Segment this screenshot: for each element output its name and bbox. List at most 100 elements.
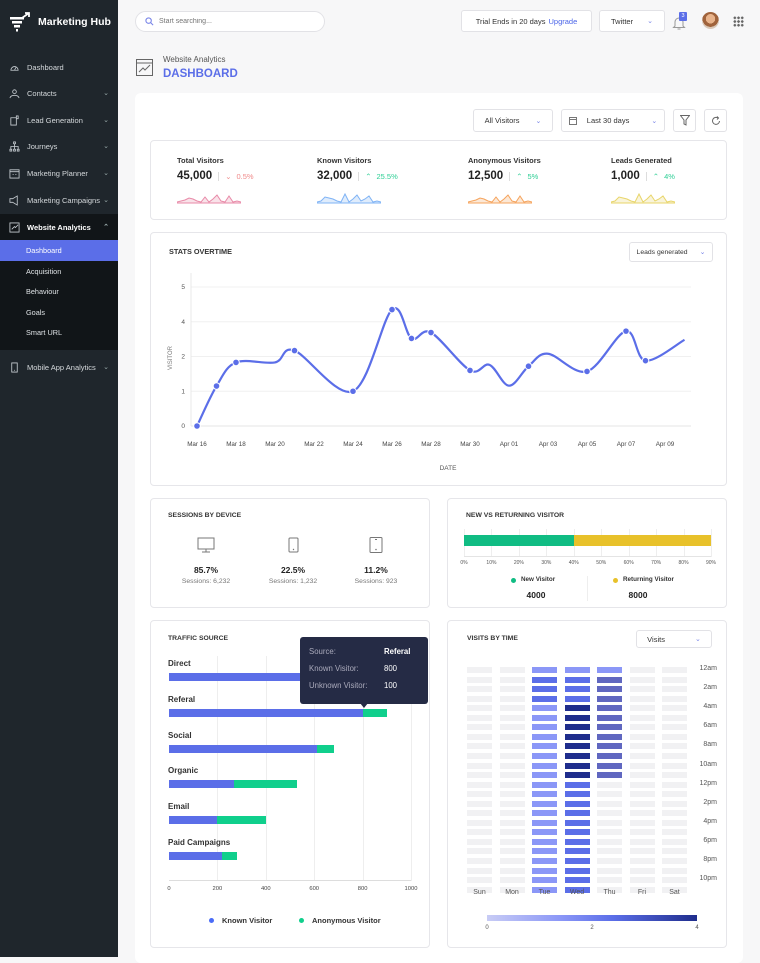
heatmap-cell[interactable] <box>499 791 525 798</box>
heatmap-cell[interactable] <box>467 752 492 759</box>
bar-segment-known-visitor[interactable] <box>169 673 375 681</box>
heatmap-cell[interactable] <box>564 877 590 884</box>
notifications-button[interactable]: 3 <box>672 12 688 30</box>
heatmap-cell[interactable] <box>532 781 557 788</box>
sidebar-item-contacts[interactable]: Contacts ⌄ <box>0 80 118 106</box>
heatmap-cell[interactable] <box>532 686 557 693</box>
heatmap-cell[interactable] <box>662 724 687 731</box>
heatmap-cell[interactable] <box>629 886 655 893</box>
heatmap-cell[interactable] <box>467 743 492 750</box>
heatmap-cell[interactable] <box>499 667 525 673</box>
heatmap-cell[interactable] <box>467 858 492 864</box>
sidebar-subitem-acquisition[interactable]: Acquisition <box>26 266 62 276</box>
sidebar-item-journeys[interactable]: Journeys ⌄ <box>0 133 118 159</box>
heatmap-cell[interactable] <box>564 762 590 769</box>
heatmap-cell[interactable] <box>629 676 655 683</box>
heatmap-cell[interactable] <box>499 724 525 731</box>
heatmap-cell[interactable] <box>629 686 655 693</box>
bar-segment-anonymous-visitor[interactable] <box>316 744 334 753</box>
heatmap-cell[interactable] <box>467 772 492 779</box>
heatmap-cell[interactable] <box>662 838 687 845</box>
heatmap-cell[interactable] <box>564 810 590 817</box>
heatmap-cell[interactable] <box>597 772 622 779</box>
heatmap-cell[interactable] <box>564 791 590 798</box>
sidebar-subitem-goals[interactable]: Goals <box>26 307 46 317</box>
heatmap-cell[interactable] <box>499 867 525 874</box>
visitors-filter[interactable]: All Visitors ⌄ <box>473 109 553 132</box>
avatar[interactable] <box>702 12 719 29</box>
heatmap-cell[interactable] <box>662 819 687 826</box>
heatmap-cell[interactable] <box>467 695 492 702</box>
heatmap-cell[interactable] <box>532 772 557 779</box>
heatmap-cell[interactable] <box>629 810 655 817</box>
heatmap-cell[interactable] <box>564 838 590 845</box>
metric-select[interactable]: Leads generated ⌄ <box>629 242 713 262</box>
heatmap-cell[interactable] <box>662 762 687 769</box>
heatmap-cell[interactable] <box>662 867 687 874</box>
heatmap-cell[interactable] <box>564 829 590 836</box>
bar-segment-anonymous-visitor[interactable] <box>362 708 387 717</box>
heatmap-cell[interactable] <box>467 781 492 788</box>
heatmap-cell[interactable] <box>467 848 492 855</box>
heatmap-cell[interactable] <box>564 714 590 721</box>
heatmap-cell[interactable] <box>499 838 525 845</box>
data-point[interactable] <box>193 422 201 430</box>
heatmap-cell[interactable] <box>662 877 687 884</box>
heatmap-cell[interactable] <box>629 752 655 759</box>
heatmap-cell[interactable] <box>629 800 655 807</box>
heatmap-cell[interactable] <box>467 724 492 731</box>
heatmap-cell[interactable] <box>564 858 590 864</box>
heatmap-cell[interactable] <box>499 695 525 702</box>
heatmap-cell[interactable] <box>662 848 687 855</box>
heatmap-cell[interactable] <box>467 733 492 740</box>
heatmap-cell[interactable] <box>532 752 557 759</box>
heatmap-cell[interactable] <box>532 829 557 836</box>
heatmap-cell[interactable] <box>499 858 525 864</box>
heatmap-cell[interactable] <box>597 752 622 759</box>
heatmap-cell[interactable] <box>597 791 622 798</box>
heatmap-cell[interactable] <box>467 819 492 826</box>
heatmap-cell[interactable] <box>532 762 557 769</box>
heatmap-cell[interactable] <box>532 819 557 826</box>
heatmap-cell[interactable] <box>629 772 655 779</box>
heatmap-cell[interactable] <box>629 791 655 798</box>
heatmap-cell[interactable] <box>532 724 557 731</box>
heatmap-cell[interactable] <box>532 695 557 702</box>
data-point[interactable] <box>641 356 650 365</box>
data-point[interactable] <box>583 367 591 376</box>
heatmap-cell[interactable] <box>597 858 622 864</box>
heatmap-cell[interactable] <box>499 829 525 836</box>
sidebar-subitem-smart-url[interactable]: Smart URL <box>26 328 63 337</box>
heatmap-cell[interactable] <box>467 686 492 693</box>
heatmap-cell[interactable] <box>597 733 622 740</box>
heatmap-cell[interactable] <box>532 676 557 683</box>
sidebar-item-website-analytics[interactable]: Website Analytics ⌃ <box>0 214 118 240</box>
heatmap-cell[interactable] <box>564 772 590 779</box>
heatmap-cell[interactable] <box>564 695 590 702</box>
heatmap-cell[interactable] <box>499 810 525 817</box>
heatmap-cell[interactable] <box>597 848 622 855</box>
data-point[interactable] <box>349 387 357 396</box>
heatmap-cell[interactable] <box>597 877 622 884</box>
heatmap-cell[interactable] <box>597 762 622 769</box>
data-point[interactable] <box>622 327 630 335</box>
heatmap-cell[interactable] <box>629 858 655 864</box>
heatmap-cell[interactable] <box>662 800 687 807</box>
heatmap-cell[interactable] <box>629 714 655 721</box>
heatmap-cell[interactable] <box>662 886 687 893</box>
heatmap-cell[interactable] <box>629 838 655 845</box>
heatmap-cell[interactable] <box>564 886 590 893</box>
heatmap-cell[interactable] <box>467 877 492 884</box>
data-point[interactable] <box>407 334 416 343</box>
heatmap-cell[interactable] <box>499 886 525 893</box>
heatmap-cell[interactable] <box>629 877 655 884</box>
bar-segment-anonymous-visitor[interactable] <box>234 780 298 789</box>
sidebar-item-lead-generation[interactable]: Lead Generation ⌄ <box>0 107 118 133</box>
heatmap-cell[interactable] <box>467 867 492 874</box>
heatmap-cell[interactable] <box>597 714 622 721</box>
date-range-filter[interactable]: Last 30 days ⌄ <box>561 109 665 132</box>
heatmap-cell[interactable] <box>467 762 492 769</box>
heatmap-cell[interactable] <box>662 667 687 673</box>
heatmap-cell[interactable] <box>532 810 557 817</box>
heatmap-cell[interactable] <box>662 676 687 683</box>
